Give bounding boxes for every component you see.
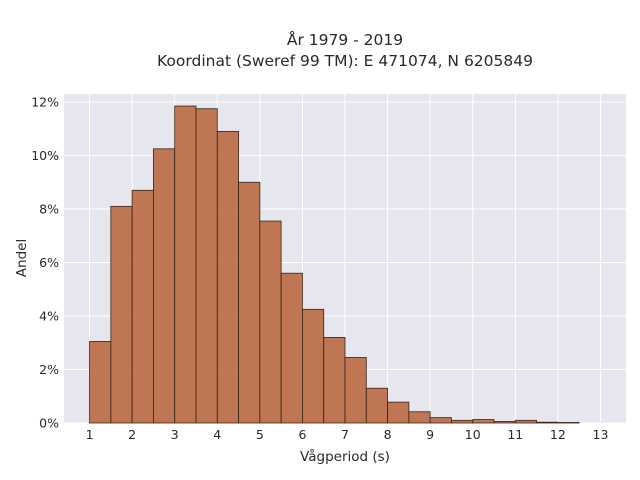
x-tick-label: 12 xyxy=(550,427,566,442)
y-tick-label: 2% xyxy=(39,362,59,377)
x-tick-label: 13 xyxy=(593,427,609,442)
histogram-bar-5 xyxy=(195,108,218,424)
histogram-bar-3 xyxy=(153,148,176,424)
histogram-bar-21 xyxy=(536,421,559,424)
histogram-bar-14 xyxy=(387,401,410,424)
histogram-bar-11 xyxy=(323,337,346,424)
y-tick-label: 6% xyxy=(39,255,59,270)
x-tick-label: 3 xyxy=(171,427,179,442)
histogram-bar-0 xyxy=(89,341,112,424)
histogram-bar-16 xyxy=(429,417,452,424)
x-tick-label: 5 xyxy=(256,427,264,442)
bars xyxy=(89,105,580,424)
histogram-bar-20 xyxy=(514,419,537,424)
x-tick-label: 1 xyxy=(86,427,94,442)
histogram-bar-12 xyxy=(344,357,367,424)
histogram-bar-13 xyxy=(365,387,388,424)
chart-title-line-2: Koordinat (Sweref 99 TM): E 471074, N 62… xyxy=(157,52,533,70)
y-tick-label: 10% xyxy=(31,148,59,163)
histogram-bar-18 xyxy=(472,419,495,424)
x-tick-label: 6 xyxy=(298,427,306,442)
histogram-bar-2 xyxy=(131,189,154,424)
histogram-bar-6 xyxy=(216,131,239,424)
histogram-bar-9 xyxy=(280,272,303,424)
x-tick-label: 9 xyxy=(426,427,434,442)
y-axis-label: Andel xyxy=(14,239,30,277)
x-axis-label: Vågperiod (s) xyxy=(300,448,390,465)
y-tick-label: 4% xyxy=(39,309,59,324)
x-tick-label: 11 xyxy=(507,427,523,442)
x-tick-label: 10 xyxy=(465,427,481,442)
chart-title-line-1: År 1979 - 2019 xyxy=(287,30,403,49)
x-tick-label: 8 xyxy=(384,427,392,442)
x-tick-label: 2 xyxy=(128,427,136,442)
x-tick-label: 4 xyxy=(213,427,221,442)
y-tick-label: 12% xyxy=(31,95,59,110)
y-axis-ticks: 0% 2% 4% 6% 8% 10% 12% xyxy=(31,95,59,431)
y-tick-label: 8% xyxy=(39,202,59,217)
histogram-bar-10 xyxy=(302,308,325,424)
histogram-bar-8 xyxy=(259,220,282,424)
histogram-bar-7 xyxy=(238,181,261,424)
x-axis-ticks: 1 2 3 4 5 6 7 8 9 10 11 12 13 xyxy=(86,427,609,442)
histogram-bar-4 xyxy=(174,105,197,424)
histogram-bar-1 xyxy=(110,205,133,424)
y-tick-label: 0% xyxy=(39,416,59,431)
histogram-bar-15 xyxy=(408,411,431,424)
x-tick-label: 7 xyxy=(341,427,349,442)
histogram-bar-22 xyxy=(557,422,580,424)
histogram-bar-17 xyxy=(451,419,474,424)
histogram-bar-19 xyxy=(493,420,516,424)
